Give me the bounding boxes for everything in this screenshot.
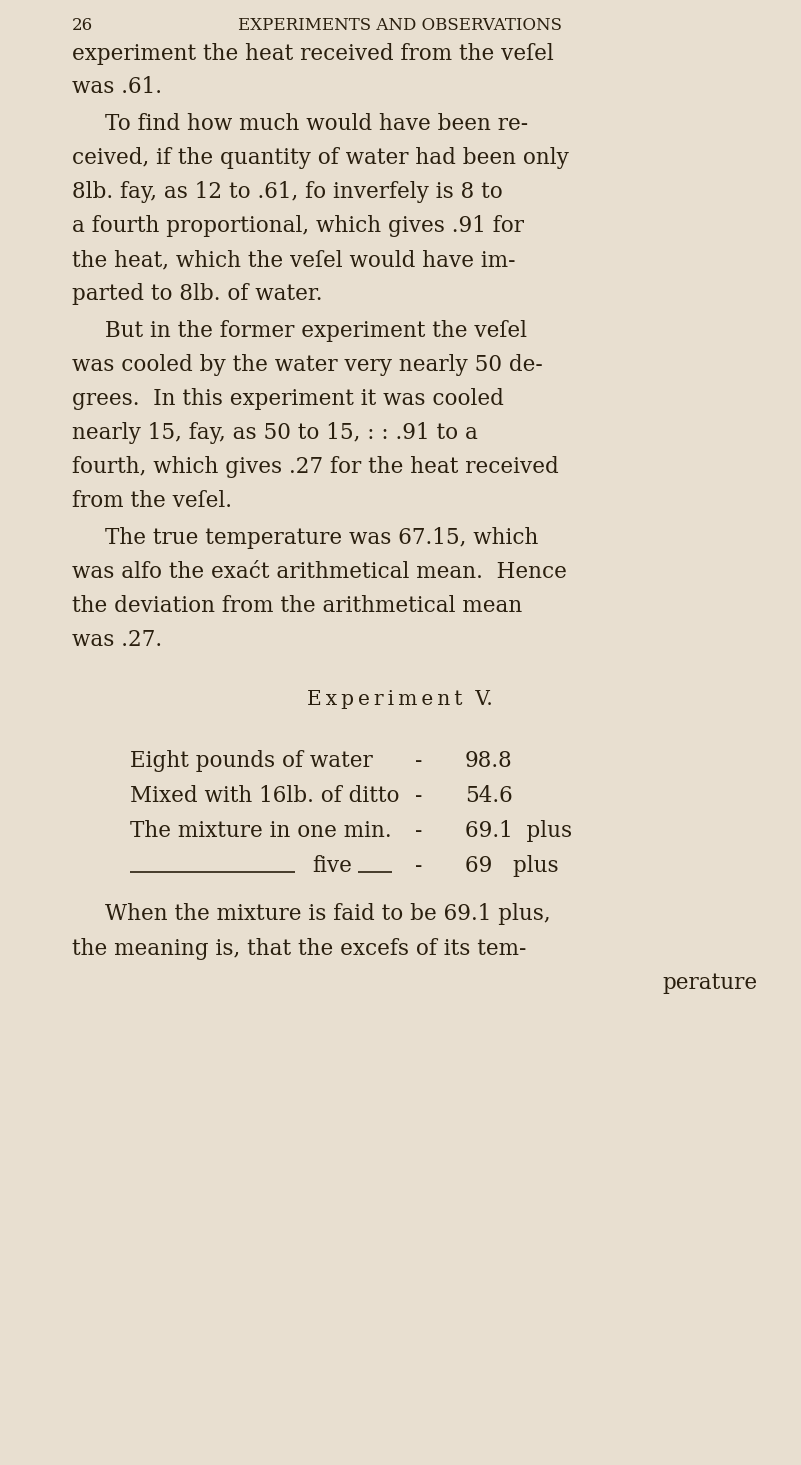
- Text: The true temperature was 67.15, which: The true temperature was 67.15, which: [105, 527, 538, 549]
- Text: was alfo the exaćt arithmetical mean.  Hence: was alfo the exaćt arithmetical mean. He…: [72, 561, 567, 583]
- Text: -: -: [415, 820, 422, 842]
- Text: But in the former experiment the veſel: But in the former experiment the veſel: [105, 319, 527, 341]
- Text: the meaning is, that the excefs of its tem-: the meaning is, that the excefs of its t…: [72, 938, 526, 960]
- Text: five: five: [312, 856, 352, 878]
- Text: -: -: [415, 785, 422, 807]
- Text: the heat, which the veſel would have im-: the heat, which the veſel would have im-: [72, 249, 516, 271]
- Text: 69   plus: 69 plus: [465, 856, 558, 878]
- Text: E x p e r i m e n t  V.: E x p e r i m e n t V.: [307, 690, 493, 709]
- Text: from the veſel.: from the veſel.: [72, 489, 232, 511]
- Text: Eight pounds of water: Eight pounds of water: [130, 750, 372, 772]
- Text: 98.8: 98.8: [465, 750, 513, 772]
- Text: grees.  In this experiment it was cooled: grees. In this experiment it was cooled: [72, 388, 504, 410]
- Text: was .27.: was .27.: [72, 628, 162, 650]
- Text: experiment the heat received from the veſel: experiment the heat received from the ve…: [72, 42, 553, 64]
- Text: fourth, which gives .27 for the heat received: fourth, which gives .27 for the heat rec…: [72, 456, 559, 478]
- Text: -: -: [415, 750, 422, 772]
- Text: 8lb. fay, as 12 to .61, fo inverfely is 8 to: 8lb. fay, as 12 to .61, fo inverfely is …: [72, 182, 503, 204]
- Text: the deviation from the arithmetical mean: the deviation from the arithmetical mean: [72, 595, 522, 617]
- Text: 26: 26: [72, 18, 93, 34]
- Text: nearly 15, fay, as 50 to 15, : : .91 to a: nearly 15, fay, as 50 to 15, : : .91 to …: [72, 422, 478, 444]
- Text: parted to 8lb. of water.: parted to 8lb. of water.: [72, 283, 323, 305]
- Text: Mixed with 16lb. of ditto: Mixed with 16lb. of ditto: [130, 785, 400, 807]
- Text: When the mixture is faid to be 69.1 plus,: When the mixture is faid to be 69.1 plus…: [105, 902, 550, 924]
- Text: The mixture in one min.: The mixture in one min.: [130, 820, 392, 842]
- Text: was .61.: was .61.: [72, 76, 162, 98]
- Text: 54.6: 54.6: [465, 785, 513, 807]
- Text: ceived, if the quantity of water had been only: ceived, if the quantity of water had bee…: [72, 146, 569, 168]
- Text: 69.1  plus: 69.1 plus: [465, 820, 572, 842]
- Text: perature: perature: [662, 971, 757, 993]
- Text: To find how much would have been re-: To find how much would have been re-: [105, 113, 528, 135]
- Text: a fourth proportional, which gives .91 for: a fourth proportional, which gives .91 f…: [72, 215, 524, 237]
- Text: -: -: [415, 856, 422, 878]
- Text: EXPERIMENTS AND OBSERVATIONS: EXPERIMENTS AND OBSERVATIONS: [239, 18, 562, 34]
- Text: was cooled by the water very nearly 50 de-: was cooled by the water very nearly 50 d…: [72, 355, 543, 377]
